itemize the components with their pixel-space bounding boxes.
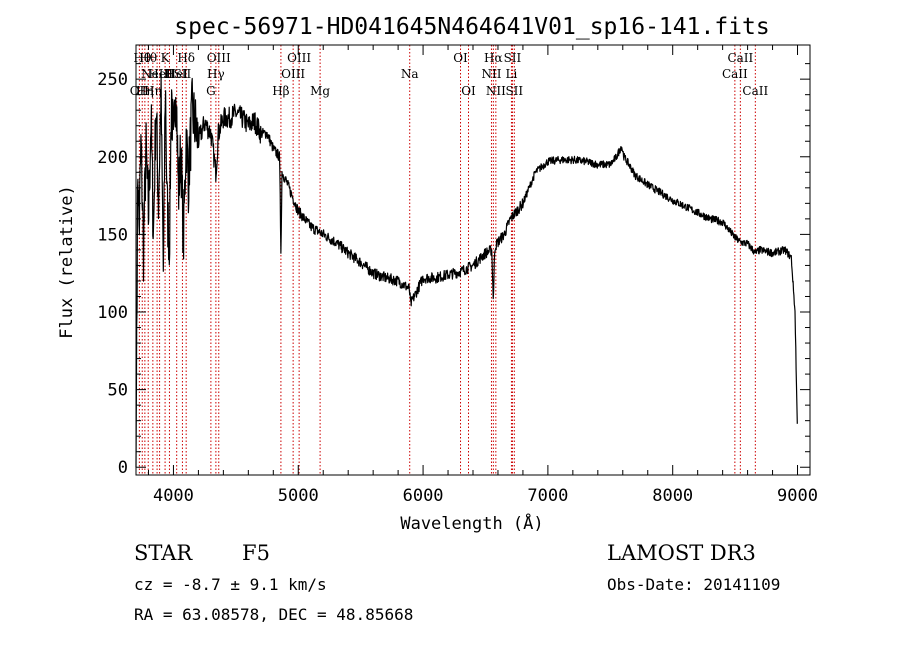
line-marker-label: K: [161, 51, 171, 65]
line-marker-label: OIII: [287, 51, 311, 65]
x-tick-label: 9000: [777, 486, 818, 506]
object-subclass-label: F5: [242, 541, 270, 565]
y-tick-label: 50: [108, 381, 128, 401]
x-tick-label: 6000: [403, 486, 444, 506]
line-marker-label: Li: [506, 67, 518, 81]
line-marker-label: CaII: [727, 51, 753, 65]
survey-label: LAMOST DR3: [607, 541, 756, 565]
line-marker-label: H: [164, 67, 174, 81]
line-marker-label: Hθ: [133, 51, 151, 65]
coordinates-label: RA = 63.08578, DEC = 48.85668: [134, 605, 413, 624]
axis-ticks: 4000 5000 6000 7000 8000 9000 0 50 100 150 200 250: [97, 45, 818, 506]
spectral-line-labels: OIIHθHηHθHηNeIIIHeIKHHeISIIHδGHγOIIIHβOI…: [130, 51, 769, 98]
spectral-line-markers: [138, 45, 756, 475]
line-marker-label: NeIII: [141, 67, 173, 81]
line-marker-label: NII: [486, 84, 506, 98]
line-marker-label: NII: [481, 67, 501, 81]
line-marker-label: CaII: [742, 84, 768, 98]
y-tick-label: 100: [97, 303, 128, 323]
line-marker-label: HeI: [166, 67, 189, 81]
line-marker-label: Hθ: [139, 51, 157, 65]
y-tick-label: 150: [97, 225, 128, 245]
line-marker-label: Na: [401, 67, 419, 81]
obs-date-label: Obs-Date: 20141109: [607, 575, 780, 594]
flux-series-line: [135, 75, 798, 468]
line-marker-label: Hβ: [272, 84, 289, 98]
line-marker-label: Hα: [484, 51, 503, 65]
line-marker-label: Hδ: [177, 51, 195, 65]
redshift-label: cz = -8.7 ± 9.1 km/s: [134, 575, 327, 594]
line-marker-label: Hγ: [207, 67, 225, 81]
x-tick-label: 8000: [652, 486, 693, 506]
line-marker-label: SII: [504, 51, 522, 65]
line-marker-label: OI: [453, 51, 468, 65]
y-tick-label: 250: [97, 70, 128, 90]
x-tick-label: 4000: [153, 486, 194, 506]
line-marker-label: OIII: [281, 67, 305, 81]
axes-frame: [135, 44, 811, 476]
line-marker-label: G: [206, 84, 216, 98]
object-class-label: STAR: [134, 541, 193, 565]
line-marker-label: OII: [130, 84, 150, 98]
line-marker-label: Mg: [310, 84, 330, 98]
x-axis-label: Wavelength (Å): [400, 512, 543, 534]
line-marker-label: OIII: [207, 51, 231, 65]
x-tick-label: 7000: [527, 486, 568, 506]
x-tick-label: 5000: [278, 486, 319, 506]
line-marker-label: CaII: [722, 67, 748, 81]
y-tick-label: 200: [97, 148, 128, 168]
line-marker-label: OI: [461, 84, 476, 98]
line-marker-label: Hη: [144, 84, 162, 98]
y-axis-label: Flux (relative): [57, 185, 77, 339]
line-marker-label: HeI: [148, 67, 171, 81]
chart-title: spec-56971-HD041645N464641V01_sp16-141.f…: [174, 14, 769, 40]
line-marker-label: SII: [505, 84, 523, 98]
line-marker-label: SII: [174, 67, 192, 81]
y-tick-label: 0: [118, 458, 128, 478]
